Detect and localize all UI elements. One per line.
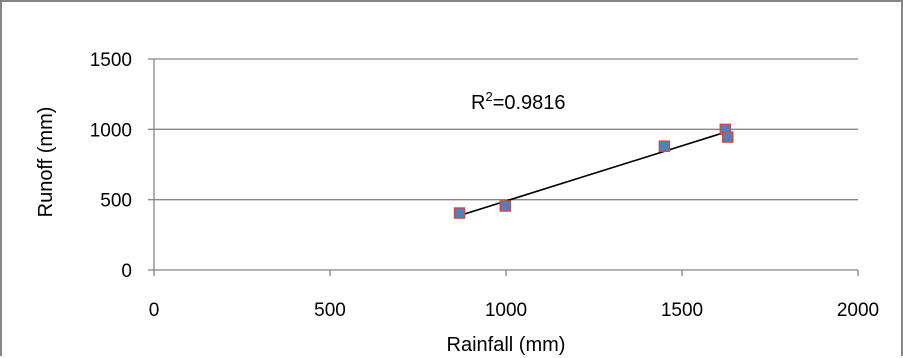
data-point (499, 200, 512, 212)
y-tick-label: 500 (100, 191, 132, 212)
r-squared-annotation: R2=0.9816 (471, 89, 566, 114)
y-axis-title: Runoff (mm) (35, 107, 57, 218)
data-points (453, 123, 734, 219)
x-tick-label: 2000 (837, 300, 879, 321)
x-tick-label: 0 (149, 300, 160, 321)
data-point (453, 207, 466, 219)
gridlines (154, 58, 858, 201)
x-axis-title: Rainfall (mm) (447, 334, 566, 356)
y-tick-label: 1000 (90, 120, 132, 141)
y-tick-label: 0 (121, 261, 132, 282)
y-tick-labels: 0 500 1000 1500 (90, 50, 132, 282)
x-tick-label: 500 (314, 300, 346, 321)
x-tick-label: 1000 (485, 300, 527, 321)
y-tick-label: 1500 (90, 50, 132, 71)
data-point (722, 131, 734, 143)
x-tick-label: 1500 (661, 300, 703, 321)
axes (148, 58, 859, 276)
data-point (658, 140, 671, 152)
x-tick-labels: 0 500 1000 1500 2000 (149, 300, 879, 321)
annotations: R2=0.9816 (471, 89, 566, 114)
